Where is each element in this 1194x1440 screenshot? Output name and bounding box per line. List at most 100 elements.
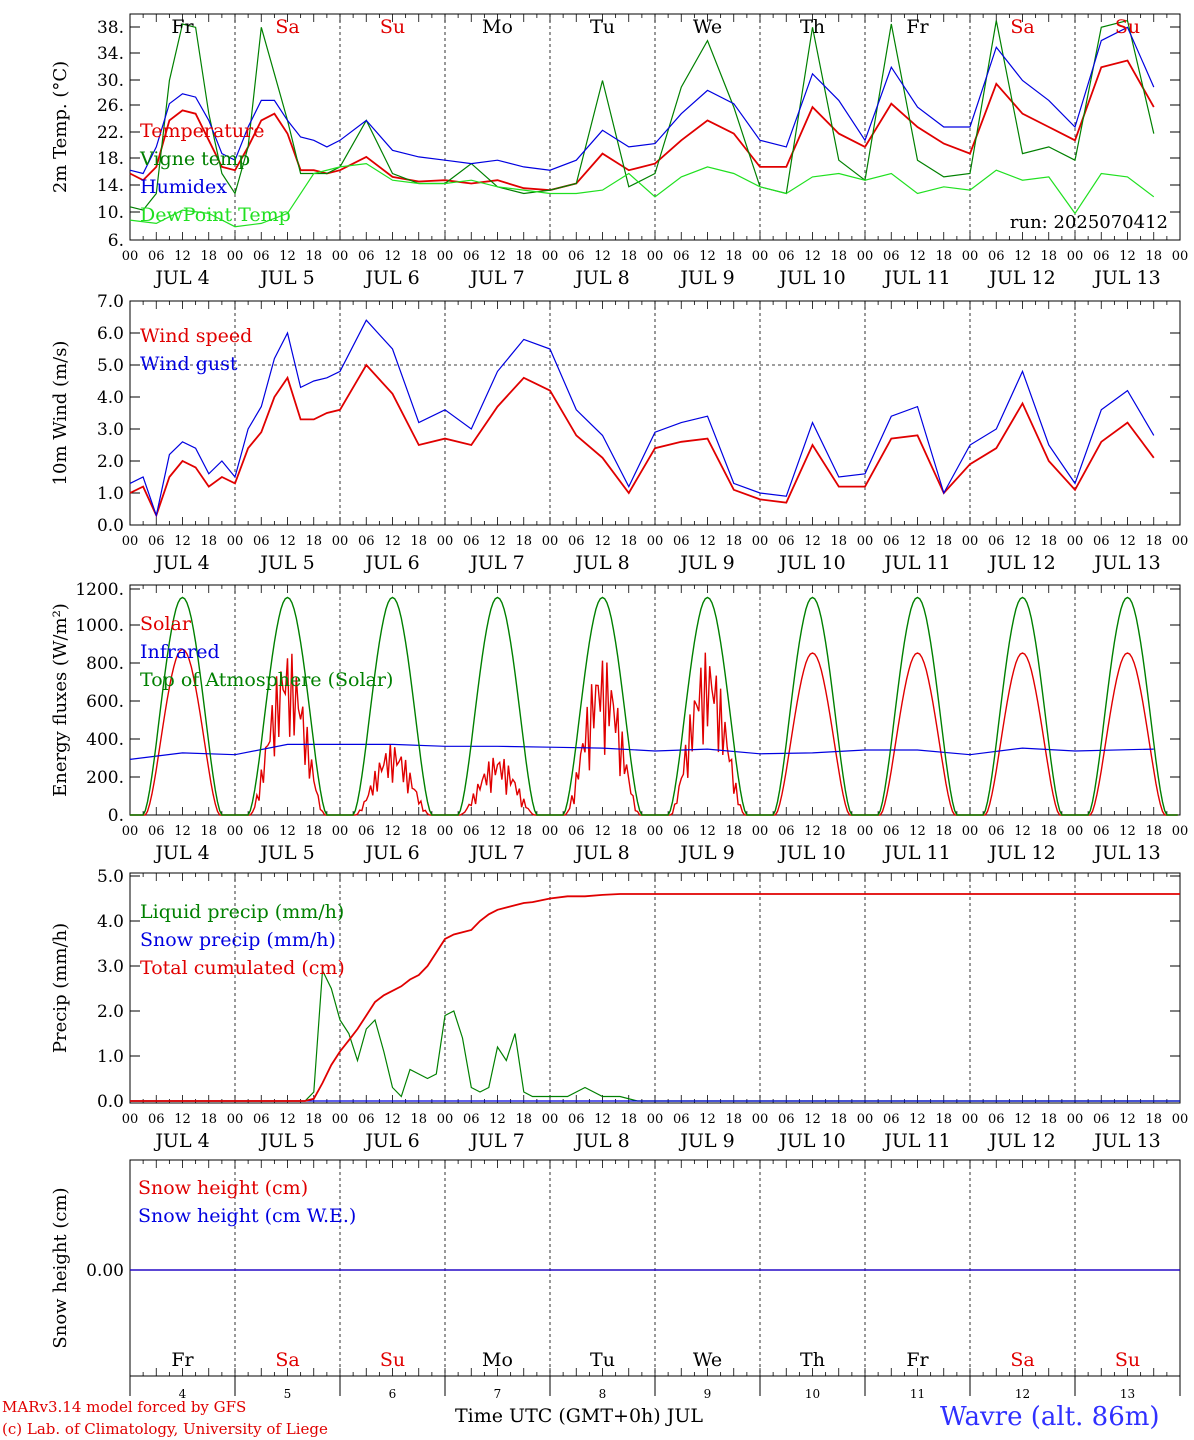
day-label: JUL 8 [573, 1130, 629, 1152]
y-axis-label: Precip (mm/h) [50, 923, 71, 1053]
hour-label: 18 [200, 824, 217, 839]
legend-entry: Solar [140, 613, 192, 635]
y-tick-label: 0.0 [97, 1092, 124, 1112]
hour-label: 18 [620, 249, 637, 264]
hour-label: 18 [725, 824, 742, 839]
hour-label: 18 [620, 824, 637, 839]
hour-label: 12 [1119, 534, 1136, 549]
day-label: JUL 13 [1092, 267, 1160, 289]
hour-label: 00 [752, 249, 769, 264]
hour-label: 06 [988, 1112, 1005, 1127]
hour-label: 18 [830, 1112, 847, 1127]
hour-label: 12 [909, 249, 926, 264]
hour-label: 12 [384, 534, 401, 549]
hour-label: 06 [988, 249, 1005, 264]
y-tick-label: 3.0 [97, 420, 124, 440]
hour-label: 06 [358, 1112, 375, 1127]
y-tick-label: 18. [97, 149, 124, 169]
hour-label: 12 [699, 249, 716, 264]
hour-label: 12 [279, 534, 296, 549]
hour-label: 00 [647, 1112, 664, 1127]
day-label: JUL 4 [153, 1130, 209, 1152]
hour-label: 12 [594, 1112, 611, 1127]
y-tick-label: 5.0 [97, 356, 124, 376]
hour-label: 18 [935, 249, 952, 264]
y-tick-label: 0. [108, 806, 124, 826]
y-tick-label: 200. [86, 768, 124, 788]
legend-entry: Infrared [140, 641, 220, 663]
day-label: JUL 9 [678, 1130, 734, 1152]
hour-label: 18 [410, 1112, 427, 1127]
weekday-label: Fr [906, 1349, 929, 1371]
hour-label: 00 [542, 249, 559, 264]
hour-label: 12 [699, 1112, 716, 1127]
hour-label: 18 [830, 249, 847, 264]
y-axis-label: 10m Wind (m/s) [50, 341, 71, 486]
day-label: JUL 7 [468, 267, 524, 289]
series-liquid-precip-mm-h- [130, 968, 1180, 1102]
hour-label: 18 [725, 534, 742, 549]
legend-entry: Total cumulated (cm) [140, 957, 345, 979]
day-label: JUL 7 [468, 552, 524, 574]
day-label: JUL 12 [987, 1130, 1055, 1152]
weekday-label: Th [800, 16, 825, 38]
hour-label: 00 [437, 824, 454, 839]
hour-label: 12 [489, 249, 506, 264]
hour-label: 12 [384, 1112, 401, 1127]
hour-label: 00 [962, 534, 979, 549]
weekday-label: Sa [1010, 16, 1034, 38]
y-tick-label: 22. [97, 123, 124, 143]
hour-label: 18 [830, 534, 847, 549]
hour-label: 12 [1119, 824, 1136, 839]
hour-label: 00 [542, 534, 559, 549]
weekday-label: Mo [482, 16, 513, 38]
hour-label: 00 [857, 824, 874, 839]
day-label: JUL 13 [1092, 552, 1160, 574]
y-tick-label: 1.0 [97, 1047, 124, 1067]
day-label: JUL 11 [882, 842, 950, 864]
hour-label: 00 [1067, 534, 1084, 549]
hour-label: 00 [332, 249, 349, 264]
legend-entry: Top of Atmosphere (Solar) [140, 669, 393, 691]
legend-entry: Snow height (cm) [138, 1177, 308, 1199]
hour-label: 00 [962, 249, 979, 264]
hour-label: 06 [778, 249, 795, 264]
day-label: JUL 5 [258, 842, 314, 864]
day-number: 8 [599, 1387, 607, 1401]
hour-label: 06 [1093, 824, 1110, 839]
day-number: 13 [1120, 1387, 1135, 1401]
hour-label: 06 [463, 824, 480, 839]
weekday-label: Sa [275, 1349, 299, 1371]
hour-label: 06 [358, 534, 375, 549]
weekday-label: We [693, 16, 722, 38]
hour-label: 12 [1014, 534, 1031, 549]
day-number: 10 [805, 1387, 820, 1401]
hour-label: 00 [752, 534, 769, 549]
hour-label: 06 [778, 534, 795, 549]
hour-label: 00 [1172, 824, 1189, 839]
y-tick-label: 1000. [75, 616, 124, 636]
time-axis-title: Time UTC (GMT+0h) JUL [455, 1405, 703, 1427]
run-label: run: 2025070412 [1010, 212, 1168, 233]
hour-label: 12 [1119, 249, 1136, 264]
hour-label: 18 [515, 1112, 532, 1127]
hour-label: 18 [830, 824, 847, 839]
hour-label: 12 [804, 1112, 821, 1127]
weekday-label: Fr [171, 16, 194, 38]
day-label: JUL 7 [468, 842, 524, 864]
hour-label: 06 [148, 534, 165, 549]
hour-label: 12 [384, 824, 401, 839]
y-tick-label: 3.0 [97, 957, 124, 977]
weekday-label: Fr [906, 16, 929, 38]
day-label: JUL 5 [258, 552, 314, 574]
hour-label: 00 [857, 249, 874, 264]
weekday-label: Sa [275, 16, 299, 38]
hour-label: 18 [935, 824, 952, 839]
hour-label: 18 [725, 1112, 742, 1127]
hour-label: 06 [148, 1112, 165, 1127]
day-number: 4 [179, 1387, 187, 1401]
hour-label: 06 [253, 824, 270, 839]
hour-label: 18 [515, 824, 532, 839]
day-label: JUL 11 [882, 267, 950, 289]
hour-label: 18 [200, 534, 217, 549]
